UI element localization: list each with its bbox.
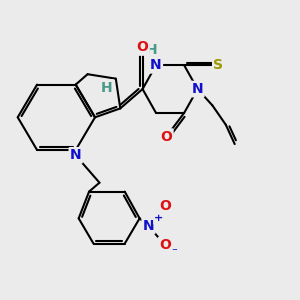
Text: O: O: [136, 40, 148, 55]
Text: N: N: [192, 82, 203, 96]
Text: H: H: [146, 44, 157, 57]
Text: +: +: [154, 213, 164, 224]
Text: H: H: [101, 81, 113, 94]
Text: ⁻: ⁻: [171, 248, 177, 257]
Text: S: S: [213, 58, 224, 72]
Text: O: O: [159, 200, 171, 214]
Text: N: N: [150, 58, 162, 72]
Text: N: N: [143, 219, 154, 233]
Text: N: N: [70, 148, 82, 162]
Text: O: O: [160, 130, 172, 144]
Text: O: O: [159, 238, 171, 252]
